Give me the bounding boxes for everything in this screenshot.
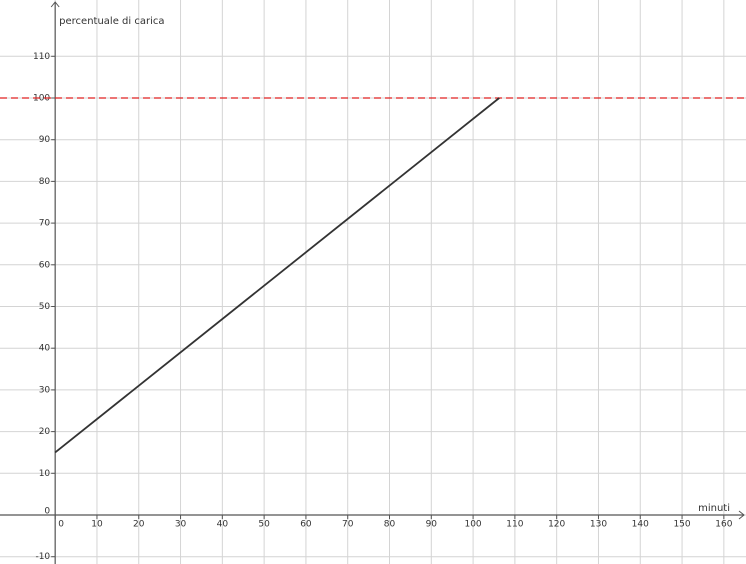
x-tick-label: 140 [632,520,649,530]
y-axis-label: percentuale di carica [59,16,164,27]
x-tick-label: 30 [175,520,187,530]
y-axis-arrow [50,1,60,8]
x-tick-label: 90 [426,520,438,530]
x-tick-label: 70 [342,520,354,530]
y-tick-label: 90 [39,135,51,145]
x-tick-label: 80 [384,520,396,530]
x-tick-label: 10 [91,520,103,530]
x-axis-label: minuti [698,503,730,514]
x-tick-label: 160 [715,520,732,530]
x-tick-label: 120 [548,520,565,530]
y-tick-label: 100 [33,93,50,103]
y-tick-label: 30 [39,385,51,395]
x-tick-label: 50 [258,520,270,530]
x-tick-label: 40 [217,520,229,530]
x-tick-label: 0 [58,520,64,530]
y-tick-label: 40 [39,344,51,354]
y-tick-label: 50 [39,302,51,312]
x-tick-label: 110 [506,520,523,530]
x-tick-label: 60 [300,520,312,530]
x-tick-label: 150 [673,520,690,530]
y-tick-label: 70 [39,219,51,229]
y-tick-label: 0 [44,507,50,517]
y-tick-label: 20 [39,427,51,437]
y-tick-label: 60 [39,260,51,270]
x-tick-label: 100 [464,520,481,530]
data-line [54,97,500,454]
y-tick-label: 110 [33,52,50,62]
y-tick-label: -10 [35,552,50,562]
y-tick-label: 10 [39,469,51,479]
y-tick-label: 80 [39,177,51,187]
x-axis-arrow [738,510,745,520]
x-tick-label: 20 [133,520,145,530]
x-tick-label: 130 [590,520,607,530]
